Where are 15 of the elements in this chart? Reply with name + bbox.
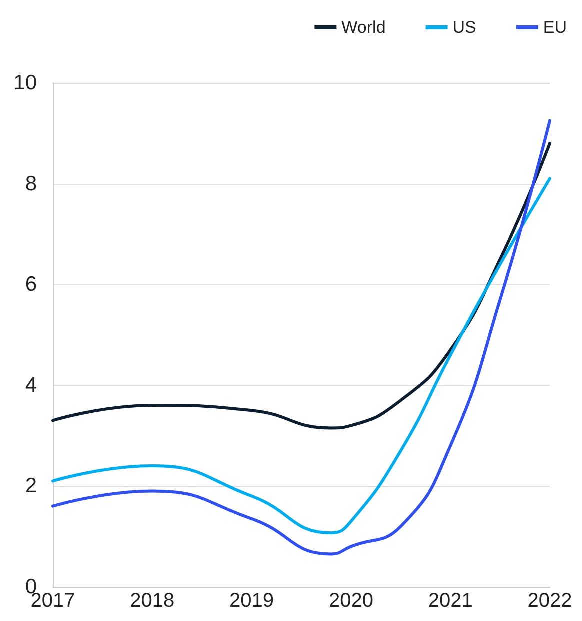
- y-tick-label: 6: [25, 273, 37, 296]
- x-tick-label: 2021: [428, 590, 473, 612]
- y-tick-label: 10: [14, 72, 37, 94]
- x-tick-label: 2020: [328, 590, 374, 612]
- legend-label: EU: [543, 18, 568, 37]
- y-tick-label: 4: [25, 374, 38, 397]
- legend-label: World: [342, 18, 386, 37]
- legend-label: US: [452, 18, 476, 37]
- x-tick-label: 2018: [130, 590, 175, 612]
- x-tick-label: 2019: [230, 590, 274, 612]
- y-tick-label: 2: [25, 474, 37, 498]
- line-series: [52, 177, 552, 535]
- x-tick-label: 2022: [528, 590, 572, 612]
- y-tick-label: 8: [25, 172, 37, 196]
- line-series: [52, 119, 552, 556]
